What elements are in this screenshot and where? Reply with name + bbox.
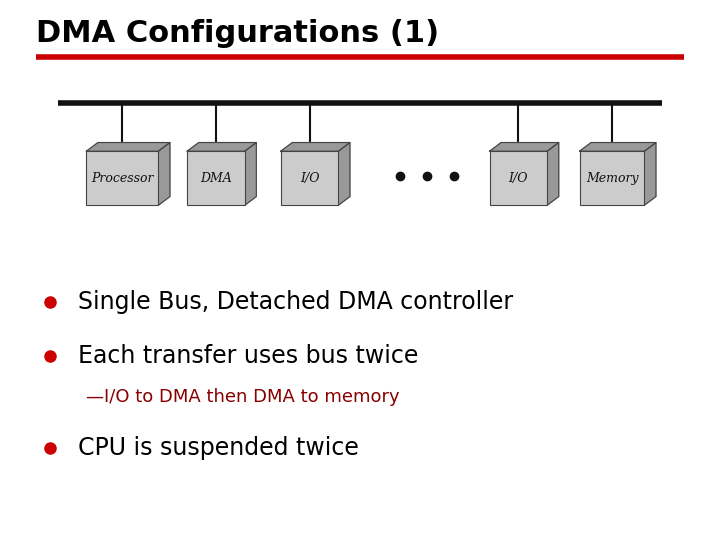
Polygon shape bbox=[187, 143, 256, 151]
Polygon shape bbox=[245, 143, 256, 205]
Text: DMA Configurations (1): DMA Configurations (1) bbox=[36, 19, 439, 48]
Polygon shape bbox=[490, 143, 559, 151]
Bar bbox=[187, 151, 245, 205]
Text: DMA: DMA bbox=[200, 172, 232, 185]
Bar bbox=[490, 151, 547, 205]
Text: Each transfer uses bus twice: Each transfer uses bus twice bbox=[78, 345, 418, 368]
Text: Single Bus, Detached DMA controller: Single Bus, Detached DMA controller bbox=[78, 291, 513, 314]
Text: Processor: Processor bbox=[91, 172, 153, 185]
Text: CPU is suspended twice: CPU is suspended twice bbox=[78, 436, 359, 460]
Polygon shape bbox=[338, 143, 350, 205]
Polygon shape bbox=[158, 143, 170, 205]
Bar bbox=[281, 151, 338, 205]
Polygon shape bbox=[580, 143, 656, 151]
Polygon shape bbox=[644, 143, 656, 205]
Text: —I/O to DMA then DMA to memory: —I/O to DMA then DMA to memory bbox=[86, 388, 400, 406]
Bar bbox=[580, 151, 644, 205]
Bar bbox=[86, 151, 158, 205]
Polygon shape bbox=[86, 143, 170, 151]
Text: I/O: I/O bbox=[300, 172, 320, 185]
Polygon shape bbox=[281, 143, 350, 151]
Polygon shape bbox=[547, 143, 559, 205]
Text: Memory: Memory bbox=[585, 172, 639, 185]
Text: I/O: I/O bbox=[508, 172, 528, 185]
